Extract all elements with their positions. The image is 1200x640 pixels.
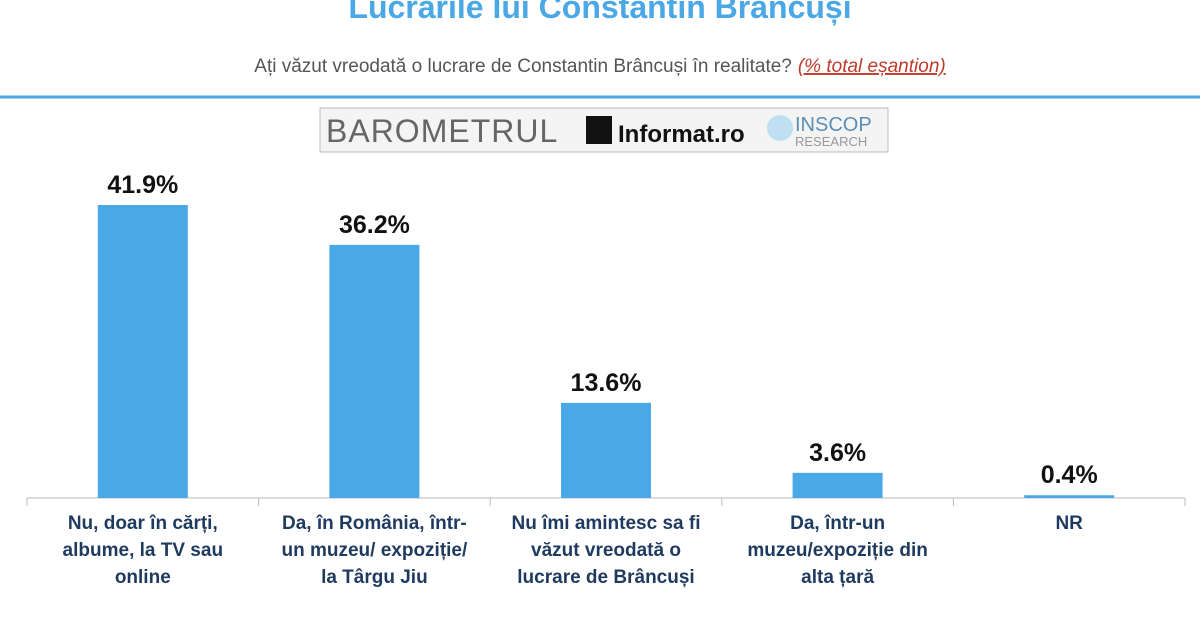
- logo-institute: INSCOP: [795, 114, 872, 136]
- logo-icon: [586, 116, 612, 144]
- logo-institute-sub: RESEARCH: [795, 134, 867, 149]
- bar: [97, 205, 188, 498]
- x-tick-label: Nu, doar în cărți, albume, la TV sau onl…: [62, 513, 224, 588]
- x-tick-label: Da, în România, într-un muzeu/ expoziție…: [281, 513, 468, 588]
- logo-barometer: BAROMETRUL: [326, 113, 558, 149]
- bar: [329, 244, 420, 498]
- logo-partner: Informat.ro: [618, 121, 745, 148]
- subtitle-note: (% total eșantion): [798, 56, 946, 77]
- value-label: 0.4%: [1041, 461, 1098, 489]
- x-tick-label: Da, într-un muzeu/expoziție din alta țar…: [747, 513, 928, 588]
- subtitle-text: Ați văzut vreodată o lucrare de Constant…: [254, 56, 792, 77]
- value-label: 13.6%: [571, 369, 642, 397]
- value-label: 41.9%: [107, 171, 178, 199]
- logo-dot: [767, 115, 793, 141]
- bar: [1024, 495, 1115, 498]
- chart-title: Lucrările lui Constantin Brâncuși: [348, 0, 851, 25]
- x-tick-label: NR: [1055, 513, 1083, 534]
- subtitle: Ați văzut vreodată o lucrare de Constant…: [254, 56, 945, 77]
- value-label: 36.2%: [339, 211, 410, 239]
- bar: [561, 402, 651, 498]
- value-label: 3.6%: [809, 439, 866, 467]
- x-tick-label: Nu îmi amintesc sa fi văzut vreodată o l…: [511, 513, 701, 588]
- bar: [792, 472, 883, 498]
